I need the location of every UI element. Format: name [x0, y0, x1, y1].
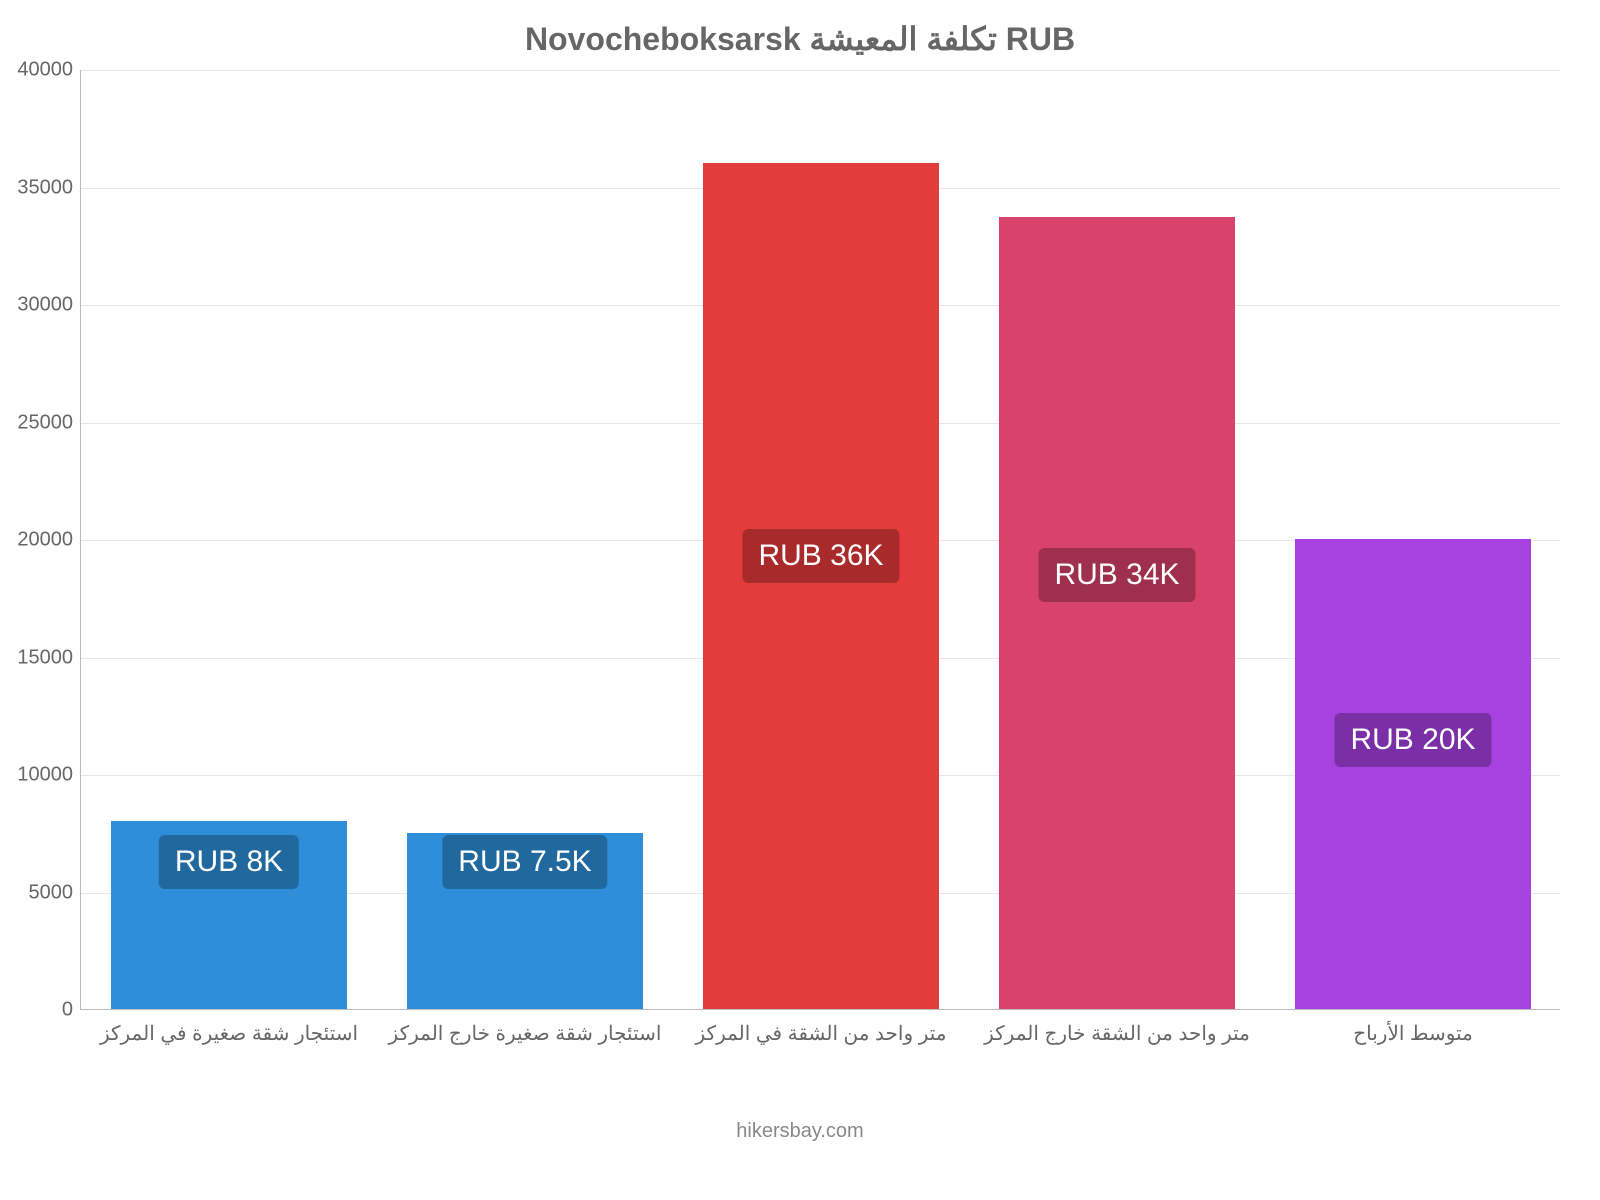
value-badge: RUB 8K [159, 835, 299, 889]
y-tick-label: 20000 [17, 529, 73, 552]
bar [999, 217, 1236, 1009]
x-tick-label: استئجار شقة صغيرة في المركز [100, 1021, 358, 1046]
chart-title: Novocheboksarsk تكلفة المعيشة RUB [0, 20, 1600, 58]
chart-stage: Novocheboksarsk تكلفة المعيشة RUB 050001… [0, 0, 1600, 1200]
y-tick-label: 25000 [17, 411, 73, 434]
plot-area: 0500010000150002000025000300003500040000… [80, 70, 1560, 1010]
x-tick-label: متر واحد من الشقة خارج المركز [984, 1021, 1250, 1046]
y-tick-label: 5000 [29, 881, 74, 904]
x-tick-label: متوسط الأرباح [1353, 1021, 1473, 1046]
bar [1295, 539, 1532, 1009]
y-tick-label: 30000 [17, 294, 73, 317]
y-tick-label: 40000 [17, 59, 73, 82]
y-tick-label: 10000 [17, 764, 73, 787]
grid-line [81, 70, 1560, 71]
footer-credit: hikersbay.com [0, 1120, 1600, 1143]
y-tick-label: 15000 [17, 646, 73, 669]
value-badge: RUB 36K [742, 529, 899, 583]
value-badge: RUB 20K [1334, 713, 1491, 767]
x-tick-label: استئجار شقة صغيرة خارج المركز [389, 1021, 662, 1046]
x-tick-label: متر واحد من الشقة في المركز [696, 1021, 947, 1046]
y-tick-label: 0 [62, 999, 73, 1022]
bar [703, 163, 940, 1009]
value-badge: RUB 7.5K [442, 835, 607, 889]
value-badge: RUB 34K [1038, 548, 1195, 602]
y-tick-label: 35000 [17, 176, 73, 199]
